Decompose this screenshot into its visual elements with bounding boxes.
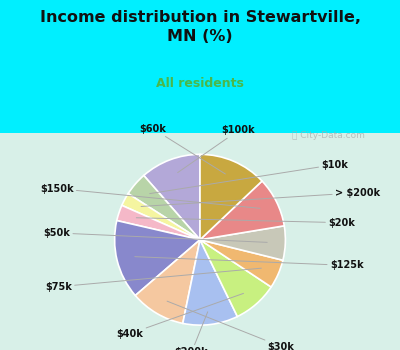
Text: $150k: $150k bbox=[40, 183, 260, 208]
Text: All residents: All residents bbox=[156, 77, 244, 90]
Text: Income distribution in Stewartville,
MN (%): Income distribution in Stewartville, MN … bbox=[40, 10, 360, 44]
Wedge shape bbox=[115, 220, 200, 295]
Wedge shape bbox=[183, 240, 237, 325]
Wedge shape bbox=[200, 240, 283, 287]
Wedge shape bbox=[135, 240, 200, 323]
Text: $75k: $75k bbox=[45, 268, 261, 292]
Text: $100k: $100k bbox=[178, 125, 255, 173]
Text: $10k: $10k bbox=[150, 160, 348, 194]
Text: $200k: $200k bbox=[175, 312, 208, 350]
Text: $125k: $125k bbox=[135, 257, 364, 270]
Text: $20k: $20k bbox=[136, 218, 355, 228]
Wedge shape bbox=[117, 205, 200, 240]
Wedge shape bbox=[200, 240, 271, 316]
Wedge shape bbox=[200, 154, 262, 240]
Wedge shape bbox=[128, 175, 200, 240]
Text: > $200k: > $200k bbox=[141, 188, 380, 206]
Text: Ⓜ City-Data.com: Ⓜ City-Data.com bbox=[292, 131, 365, 140]
Text: $40k: $40k bbox=[116, 293, 244, 339]
Wedge shape bbox=[200, 226, 286, 260]
Text: $30k: $30k bbox=[167, 301, 294, 350]
Wedge shape bbox=[144, 154, 200, 240]
Text: $60k: $60k bbox=[140, 124, 225, 174]
Wedge shape bbox=[200, 181, 284, 240]
Text: $50k: $50k bbox=[43, 228, 267, 242]
Wedge shape bbox=[122, 194, 200, 240]
